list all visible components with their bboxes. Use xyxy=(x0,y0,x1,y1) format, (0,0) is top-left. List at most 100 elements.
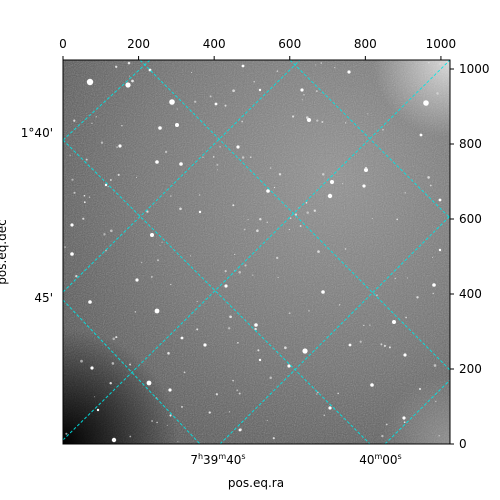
faint-star xyxy=(363,324,365,327)
star xyxy=(104,183,108,187)
faint-star xyxy=(219,145,221,148)
stars-field xyxy=(64,61,442,443)
star xyxy=(258,358,262,362)
star xyxy=(70,252,74,256)
faint-star xyxy=(140,261,143,264)
faint-star xyxy=(388,346,391,349)
faint-star xyxy=(320,62,322,64)
faint-star xyxy=(266,221,268,223)
faint-star xyxy=(111,362,115,365)
faint-star xyxy=(170,283,172,286)
y-axis-title: pos.eq.dec xyxy=(0,219,9,284)
world-axes: 7h39m40s 40m00s 1°40' 45' xyxy=(21,126,402,467)
faint-star xyxy=(433,364,437,367)
star xyxy=(158,126,162,130)
faint-star xyxy=(276,70,279,72)
faint-star xyxy=(115,336,118,339)
star xyxy=(392,320,396,324)
faint-star xyxy=(321,173,325,176)
faint-star xyxy=(179,207,182,211)
star xyxy=(327,193,333,199)
star xyxy=(135,278,139,282)
star xyxy=(300,88,304,92)
faint-star xyxy=(259,217,262,221)
faint-star xyxy=(291,115,295,118)
faint-star xyxy=(229,315,232,319)
faint-star xyxy=(80,359,83,363)
faint-star xyxy=(202,156,204,158)
faint-star xyxy=(116,146,119,149)
faint-star xyxy=(381,434,384,438)
faint-star xyxy=(301,99,303,101)
star xyxy=(198,210,202,214)
faint-star xyxy=(64,246,67,249)
faint-star xyxy=(276,256,279,260)
faint-star xyxy=(288,312,291,315)
star xyxy=(362,184,366,188)
faint-star xyxy=(337,392,340,395)
faint-star xyxy=(129,363,132,366)
star xyxy=(241,64,245,68)
faint-star xyxy=(69,154,71,156)
faint-star xyxy=(212,156,215,158)
faint-star xyxy=(215,393,219,396)
star xyxy=(236,145,240,149)
faint-star xyxy=(121,124,123,127)
grid-line xyxy=(63,139,371,444)
faint-star xyxy=(129,75,131,77)
faint-star xyxy=(254,327,257,331)
faint-star xyxy=(134,311,137,313)
faint-star xyxy=(243,228,246,231)
faint-star xyxy=(112,337,115,341)
ra-tick-label: 7h39m40s xyxy=(190,452,245,467)
faint-star xyxy=(161,241,163,243)
faint-star xyxy=(115,65,118,68)
star xyxy=(118,144,122,148)
star xyxy=(150,233,154,237)
faint-star xyxy=(316,119,319,122)
grid-line xyxy=(63,60,450,441)
faint-star xyxy=(110,179,112,181)
star xyxy=(88,300,92,304)
star xyxy=(254,323,258,327)
faint-star xyxy=(156,421,158,424)
faint-star xyxy=(169,414,172,417)
faint-star xyxy=(177,440,179,443)
faint-star xyxy=(404,192,406,194)
faint-star xyxy=(73,191,76,194)
faint-star xyxy=(338,304,341,306)
grid-line xyxy=(384,379,450,444)
star xyxy=(154,308,160,314)
star xyxy=(370,383,374,387)
faint-star xyxy=(323,414,325,416)
faint-star xyxy=(208,411,211,414)
faint-star xyxy=(288,229,290,231)
star xyxy=(86,78,94,86)
faint-star xyxy=(82,217,85,220)
faint-star xyxy=(146,210,149,213)
faint-star xyxy=(83,201,86,204)
faint-star xyxy=(317,391,319,394)
star xyxy=(224,284,228,288)
faint-star xyxy=(256,229,259,232)
faint-star xyxy=(247,219,249,221)
y-tick-label: 0 xyxy=(459,437,467,451)
star xyxy=(90,366,94,370)
star xyxy=(168,388,172,392)
faint-star xyxy=(428,61,430,64)
faint-star xyxy=(232,379,235,382)
star xyxy=(364,168,368,172)
faint-star xyxy=(196,301,198,303)
faint-star xyxy=(272,437,275,440)
faint-star xyxy=(383,344,387,348)
faint-star xyxy=(176,108,178,110)
faint-star xyxy=(403,421,406,424)
faint-star xyxy=(367,113,369,115)
faint-star xyxy=(249,156,252,159)
faint-star xyxy=(321,121,324,123)
star xyxy=(287,364,291,368)
faint-star xyxy=(277,276,279,279)
faint-star xyxy=(129,435,132,438)
faint-star xyxy=(117,173,120,176)
faint-star xyxy=(305,116,309,119)
